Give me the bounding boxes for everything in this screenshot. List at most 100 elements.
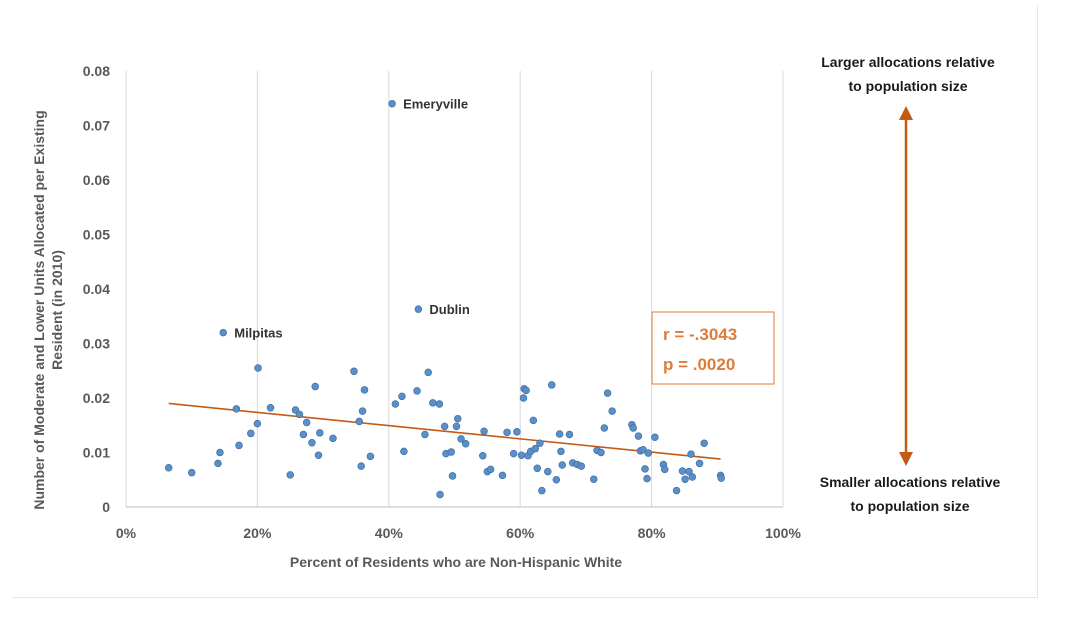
data-point (687, 450, 695, 458)
data-point (600, 424, 609, 432)
y-tick-label: 0.07 (83, 118, 110, 134)
data-point (314, 451, 323, 459)
data-point (643, 474, 651, 483)
data-point (681, 475, 689, 483)
data-point (565, 430, 574, 439)
data-point (235, 441, 243, 450)
data-point (358, 407, 367, 415)
data-point (214, 459, 222, 468)
data-point (597, 448, 605, 457)
annotation-top-line2: to population size (849, 78, 968, 94)
data-point (498, 471, 507, 480)
data-point (672, 486, 681, 495)
data-point (685, 467, 693, 476)
gridlines (256, 71, 784, 507)
x-axis-title: Percent of Residents who are Non-Hispani… (290, 554, 622, 570)
data-point (629, 424, 637, 432)
data-point (558, 461, 566, 469)
data-point (533, 464, 542, 473)
data-point (603, 389, 612, 397)
data-point (479, 452, 487, 460)
data-point (299, 430, 308, 439)
data-point (641, 465, 649, 473)
data-point (366, 452, 375, 461)
y-axis-title-line1: Number of Moderate and Lower Units Alloc… (31, 110, 47, 509)
data-point (421, 430, 429, 439)
annotation-bottom-line2: to population size (851, 498, 970, 514)
data-point (357, 462, 365, 470)
data-point (360, 386, 369, 394)
data-point (555, 430, 564, 438)
x-tick-label: 20% (243, 525, 272, 541)
data-point (232, 405, 241, 413)
data-point (398, 392, 406, 401)
point-label: Milpitas (234, 326, 282, 341)
data-point (350, 367, 358, 376)
data-point (519, 394, 528, 402)
data-point (547, 381, 556, 389)
data-point (454, 414, 462, 423)
data-point (577, 462, 586, 470)
data-point (424, 368, 432, 377)
data-point (400, 447, 408, 456)
data-point (329, 434, 337, 443)
y-tick-label: 0.06 (83, 172, 110, 188)
axes (125, 71, 783, 508)
data-point (447, 448, 455, 456)
y-tick-label: 0.02 (83, 390, 110, 406)
y-axis-title: Number of Moderate and Lower Units Alloc… (31, 110, 65, 509)
data-point (413, 387, 421, 395)
data-point (429, 399, 437, 407)
data-point (522, 386, 530, 395)
data-point (435, 400, 444, 408)
data-point (509, 449, 518, 458)
data-point (536, 439, 544, 447)
x-tick-label: 40% (375, 525, 404, 541)
data-point (187, 468, 196, 477)
data-point (529, 416, 538, 425)
data-point (254, 364, 262, 372)
data-point (651, 433, 659, 441)
data-point (452, 422, 461, 431)
y-tick-label: 0.08 (83, 63, 110, 79)
x-tick-label: 0% (116, 525, 137, 541)
point-label: Emeryville (403, 97, 468, 112)
data-point (457, 435, 465, 443)
data-point (688, 473, 697, 481)
data-point (448, 472, 457, 480)
labeled-data-point (219, 328, 227, 337)
data-point (538, 486, 546, 495)
chart-frame (12, 6, 1038, 598)
labeled-points: Emeryville Dublin Milpitas (219, 97, 470, 341)
y-tick-label: 0 (102, 499, 110, 515)
data-point (608, 407, 616, 415)
x-tick-label: 80% (638, 525, 667, 541)
x-tick-label: 100% (765, 525, 801, 541)
data-point (355, 417, 363, 426)
data-point (557, 447, 565, 456)
data-points (164, 364, 725, 499)
data-point (436, 490, 444, 499)
data-point (253, 419, 262, 428)
data-point (480, 427, 488, 435)
y-tick-label: 0.05 (83, 227, 110, 243)
y-tick-label: 0.01 (83, 445, 110, 461)
data-point (513, 428, 521, 436)
labeled-data-point (414, 305, 423, 313)
data-point (316, 429, 324, 437)
data-point (440, 422, 449, 431)
data-point (660, 465, 669, 474)
data-point (717, 474, 725, 482)
data-point (461, 440, 470, 448)
y-axis-title-line2: Resident (in 2010) (49, 250, 65, 370)
data-point (311, 382, 319, 391)
data-point (544, 467, 552, 476)
data-point (695, 459, 704, 468)
data-point (216, 448, 224, 457)
data-point (531, 444, 540, 453)
double-arrow-icon (899, 106, 913, 466)
x-tick-label: 60% (506, 525, 535, 541)
data-point (302, 418, 311, 427)
data-point (295, 410, 304, 419)
